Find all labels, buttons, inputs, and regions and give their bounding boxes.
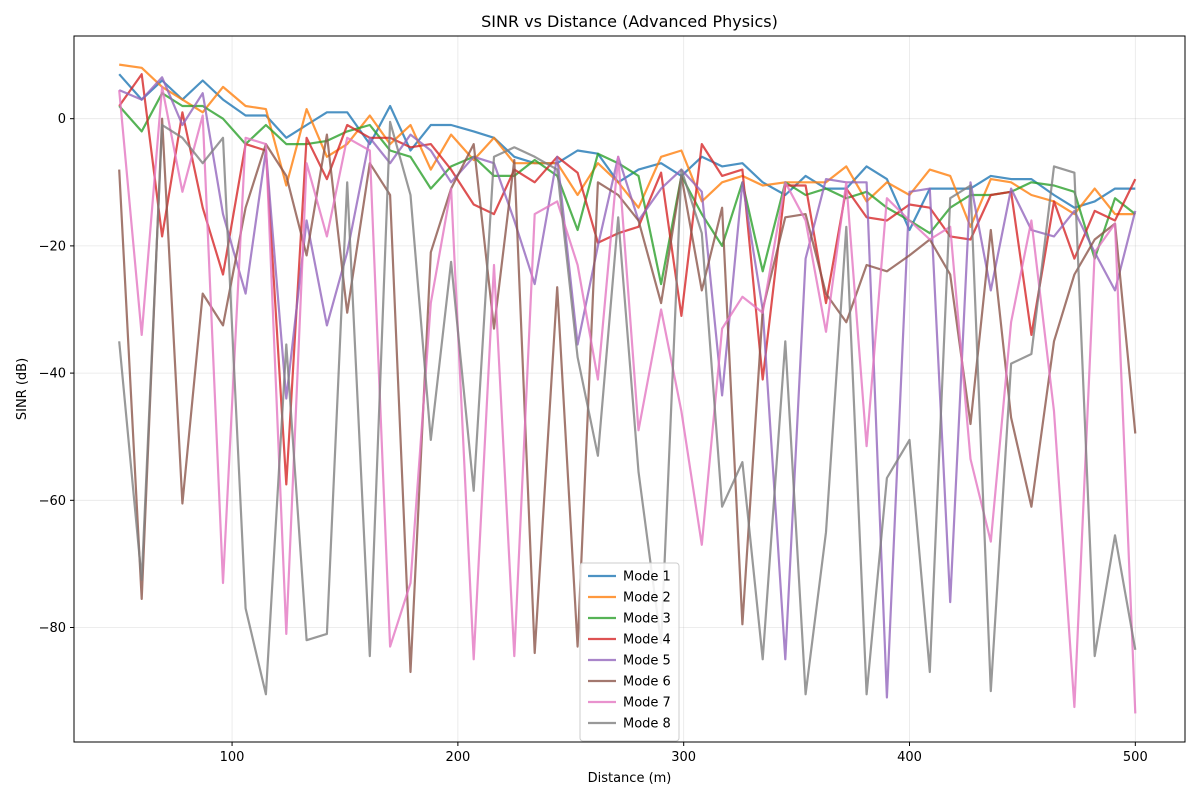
series-line-mode-2 <box>119 63 1136 228</box>
legend-label-mode-6: Mode 6 <box>623 675 671 690</box>
x-tick-label: 400 <box>897 750 922 765</box>
series-line-mode-5 <box>118 76 1137 699</box>
legend-box <box>579 562 680 742</box>
legend-label-mode-1: Mode 1 <box>623 570 671 585</box>
legend-label-mode-5: Mode 5 <box>623 654 671 669</box>
series-line-mode-6 <box>118 117 1137 674</box>
legend-label-mode-7: Mode 7 <box>623 696 671 711</box>
x-tick-label: 100 <box>220 750 245 765</box>
x-tick-label: 500 <box>1123 750 1148 765</box>
legend-label-mode-3: Mode 3 <box>623 612 671 627</box>
x-axis-label: Distance (m) <box>588 771 672 786</box>
chart-title: SINR vs Distance (Advanced Physics) <box>481 12 778 31</box>
series-line-mode-7 <box>118 85 1137 714</box>
y-tick-label: −80 <box>39 621 66 636</box>
y-tick-label: 0 <box>58 112 66 127</box>
x-tick-label: 200 <box>445 750 470 765</box>
y-tick-label: −20 <box>39 239 66 254</box>
axis-ticks: 100 200 300 400 500 −80 −60 −40 −20 0 <box>39 112 1148 765</box>
series-lines <box>118 63 1137 714</box>
series-line-mode-8 <box>118 120 1137 696</box>
legend-label-mode-4: Mode 4 <box>623 633 671 648</box>
series-line-mode-3 <box>118 92 1136 286</box>
x-tick-label: 300 <box>671 750 696 765</box>
y-tick-label: −40 <box>39 367 66 382</box>
legend: Mode 1 Mode 2 Mode 3 Mode 4 Mode 5 Mode 6 Mode… <box>579 562 680 742</box>
y-tick-label: −60 <box>39 494 66 509</box>
plot-frame <box>73 35 1186 743</box>
legend-label-mode-8: Mode 8 <box>623 717 671 732</box>
y-axis-label: SINR (dB) <box>15 358 30 420</box>
legend-label-mode-2: Mode 2 <box>623 591 671 606</box>
